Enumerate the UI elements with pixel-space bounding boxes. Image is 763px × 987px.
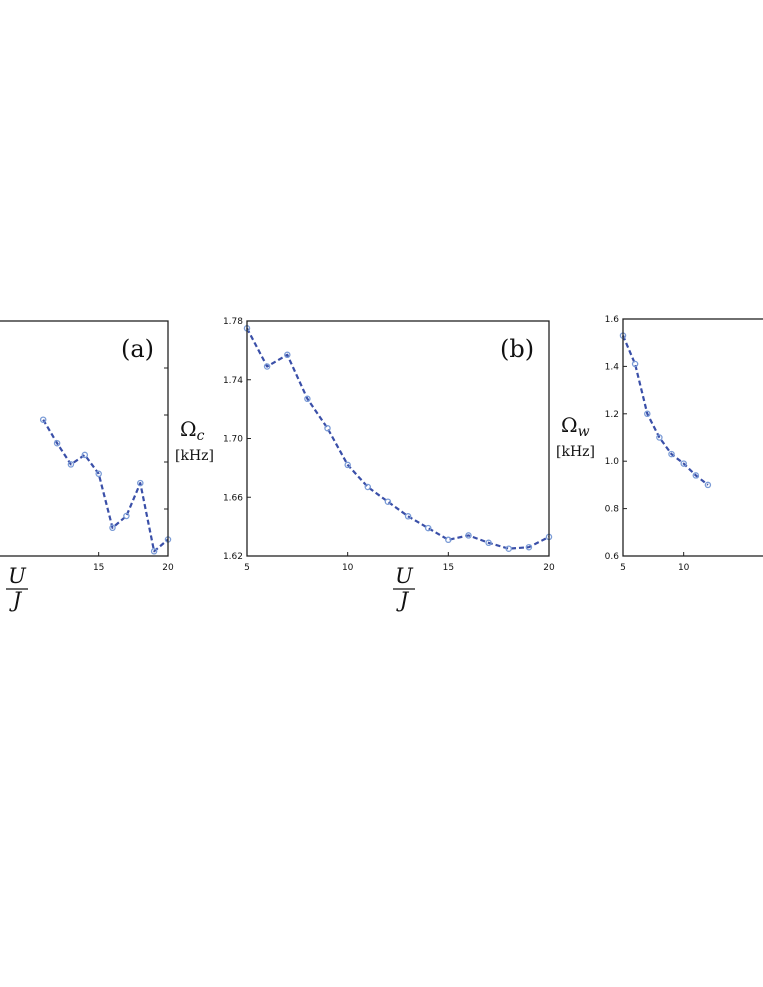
panel-a-data-point [81, 451, 89, 459]
panel-b-y-label-omega: Ωc [180, 417, 205, 444]
panel-c-ticks: 5 10 0.6 0.8 1.0 1.2 1.4 1.6 [605, 315, 690, 573]
panel-b-y-tick-label: 1.70 [223, 435, 243, 445]
panel-b-data-point [404, 513, 412, 520]
panel-b-y-tick-label: 1.62 [223, 552, 243, 562]
panel-a-data-point [53, 439, 61, 447]
panel-b-y-tick-label: 1.78 [223, 317, 243, 327]
panel-b-data-point [445, 536, 452, 544]
panel-c-frame [622, 318, 763, 557]
panel-b-data-point [364, 483, 372, 491]
panel-b-data-point [304, 395, 311, 403]
panel-a-data-point [150, 548, 158, 555]
panel-c-y-tick-label: 1.6 [605, 315, 620, 325]
panel-c-y-tick-label: 0.8 [605, 505, 620, 515]
panel-b: 5 10 15 20 1.62 1.66 1.70 1.74 1.78 (b) Ωc [kHz]… [175, 317, 555, 612]
panel-b-y-label-unit: [kHz] [175, 448, 214, 464]
panel-b-data-point [344, 461, 351, 469]
panel-b-x-tick-label: 5 [244, 563, 250, 573]
panel-c-data-point [668, 450, 675, 458]
panel-a-x-label-denominator: J [9, 588, 23, 612]
panel-a-data-point [109, 524, 116, 532]
panel-a: 15 20 (a) U J [0, 320, 174, 612]
panel-c-data-point [656, 434, 663, 441]
panel-c-x-tick-label: 5 [620, 563, 626, 573]
panel-a-data-point [67, 461, 75, 468]
panel-c-marks [619, 332, 712, 489]
panel-a-x-axis-label: U J [6, 564, 28, 612]
panel-b-x-label-numerator: U [395, 564, 414, 588]
panel-c-x-tick-label: 10 [678, 563, 690, 573]
panel-b-y-axis-label: Ωc [kHz] [175, 417, 214, 464]
panel-a-data-point [137, 479, 144, 487]
panel-c: 5 10 0.6 0.8 1.0 1.2 1.4 1.6 Ωw [kHz] [556, 315, 763, 573]
panel-c-data-point [631, 360, 639, 368]
panel-a-ticks: 15 20 [93, 367, 174, 573]
panel-b-data-point [284, 351, 291, 359]
panel-b-data-point [465, 532, 472, 539]
panel-c-y-axis-label: Ωw [kHz] [556, 413, 595, 460]
panel-c-y-label-omega: Ωw [561, 413, 590, 440]
panel-a-series-line [42, 419, 169, 553]
panel-b-data-point [263, 363, 271, 370]
panel-b-data-point [505, 545, 512, 552]
panel-a-x-label-numerator: U [8, 564, 27, 588]
panel-b-data-point [384, 498, 392, 505]
panel-c-series-line [621, 335, 709, 486]
panel-c-data-point [644, 410, 651, 418]
panel-b-x-label-denominator: J [396, 588, 410, 612]
panel-c-data-point [704, 481, 712, 489]
panel-b-data-point [424, 524, 432, 532]
panel-a-marks [39, 416, 172, 555]
panel-a-data-point [95, 470, 102, 478]
panel-b-x-tick-label: 15 [443, 563, 454, 573]
panel-b-ticks: 5 10 15 20 1.62 1.66 1.70 1.74 1.78 [223, 317, 555, 573]
panel-c-data-point [692, 472, 700, 479]
panel-c-y-tick-label: 1.4 [605, 362, 620, 372]
panel-c-y-tick-label: 1.0 [605, 457, 620, 467]
panel-b-y-tick-label: 1.74 [223, 376, 243, 386]
panel-b-x-axis-label: U J [393, 564, 415, 612]
panel-a-data-point [123, 512, 130, 520]
panel-c-y-tick-label: 0.6 [605, 552, 620, 562]
panel-a-x-tick-label: 15 [93, 563, 104, 573]
panel-c-data-point [680, 460, 687, 467]
panel-b-data-point [324, 424, 331, 432]
panel-c-y-tick-label: 1.2 [605, 410, 619, 420]
panel-c-y-label-unit: [kHz] [556, 444, 595, 460]
panel-a-data-point [39, 416, 47, 423]
panel-b-y-tick-label: 1.66 [223, 493, 243, 503]
panel-a-letter: (a) [121, 335, 154, 363]
panel-b-x-tick-label: 10 [342, 563, 354, 573]
panel-b-letter: (b) [500, 335, 534, 363]
panel-b-x-tick-label: 20 [543, 563, 555, 573]
panel-a-frame [0, 320, 169, 557]
panel-b-series-line [246, 327, 550, 550]
panel-b-data-point [525, 543, 533, 551]
panel-a-x-tick-label: 20 [162, 563, 174, 573]
panel-b-data-point [485, 539, 492, 547]
panel-b-marks [243, 325, 553, 552]
